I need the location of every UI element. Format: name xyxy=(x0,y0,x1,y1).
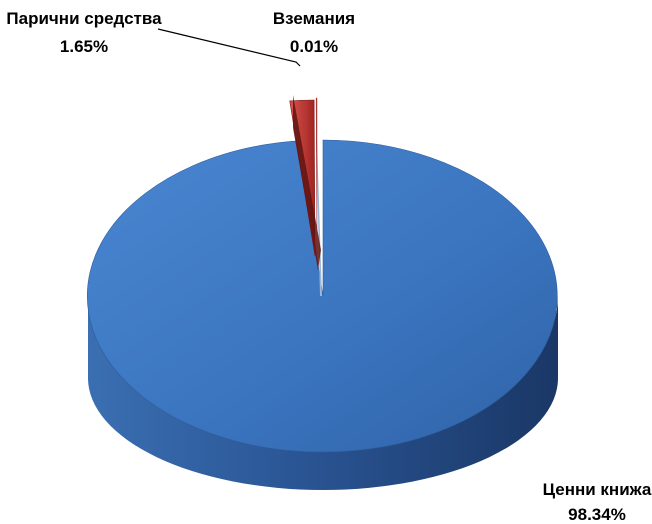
slice-side-parichni-sredstva xyxy=(293,95,321,270)
label-vzemaniya: Вземания xyxy=(273,9,355,28)
slice-gap-wall xyxy=(316,140,322,296)
label-tsenni-knizha: Ценни книжа xyxy=(543,480,652,499)
value-vzemaniya: 0.01% xyxy=(290,37,338,56)
label-parichni-sredstva: Парични средства xyxy=(6,9,162,28)
leader-line-parichni-sredstva xyxy=(157,28,301,67)
value-parichni-sredstva: 1.65% xyxy=(60,37,108,56)
slice-vzemaniya xyxy=(315,97,318,255)
slice-tsenni-knizha xyxy=(86,139,558,453)
value-tsenni-knizha: 98.34% xyxy=(568,505,626,524)
slice-side-tsenni-knizha xyxy=(88,296,558,490)
